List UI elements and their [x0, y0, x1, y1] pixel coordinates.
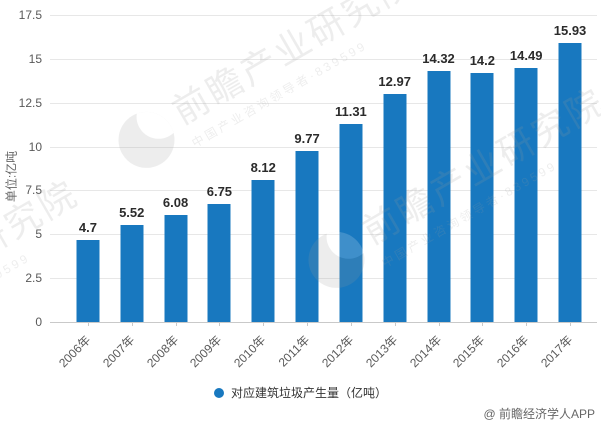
bar [295, 150, 319, 322]
bar [558, 42, 582, 322]
bar-value-label: 14.49 [509, 47, 543, 63]
x-tick-label: 2017年 [538, 332, 576, 371]
x-tick-label: 2010年 [231, 332, 269, 371]
y-tick-label: 15 [28, 51, 42, 66]
bar [514, 67, 538, 322]
x-axis-tickmark [394, 322, 396, 326]
legend-marker-circle-icon [213, 387, 224, 398]
x-axis-tickmark [131, 322, 133, 326]
y-tick-label: 12.5 [18, 95, 42, 110]
bar-value-label: 6.75 [206, 183, 233, 199]
gridline [50, 278, 597, 280]
x-axis-line [50, 322, 597, 323]
bar [339, 123, 363, 322]
x-tick-label: 2011年 [275, 332, 313, 370]
y-tick-label: 17.5 [18, 8, 42, 22]
x-tick-label: 2006年 [55, 332, 94, 371]
bar [470, 72, 494, 322]
x-tick-label: 2008年 [143, 332, 181, 371]
x-axis-tickmark [175, 322, 177, 326]
x-axis-tickmark [350, 322, 352, 326]
category-slot: 6.75 2009年 [187, 15, 241, 371]
gridline [50, 146, 597, 148]
x-axis-tickmark [570, 322, 572, 326]
bar [76, 239, 100, 322]
bar-value-label: 15.93 [553, 22, 587, 38]
x-tick-label: 2013年 [362, 332, 401, 371]
bar-value-label: 6.08 [162, 195, 189, 211]
x-axis-tickmark [263, 322, 265, 326]
gridline [50, 58, 597, 60]
gridline [50, 190, 597, 192]
x-tick-label: 2009年 [187, 332, 225, 371]
category-slot: 14.32 2014年 [407, 15, 461, 370]
category-slot: 11.31 2012年 [319, 15, 373, 371]
bar [207, 203, 231, 322]
x-axis-tickmark [87, 322, 89, 326]
bar-value-label: 12.97 [378, 74, 411, 90]
bar [383, 94, 407, 322]
y-axis-labels: 17.5 15 12.5 10 7.5 5 2.5 0 [0, 8, 44, 329]
x-tick-label: 2012年 [318, 332, 357, 371]
x-axis-tickmark [482, 322, 484, 326]
bar-value-label: 14.32 [422, 50, 455, 66]
y-tick-label: 5 [35, 227, 42, 242]
bar [427, 70, 451, 322]
category-slot: 14.2 2015年 [450, 15, 504, 370]
category-slot: 4.7 2006年 [56, 15, 110, 370]
category-slot: 12.97 2013年 [363, 15, 417, 370]
x-axis-tickmark [307, 322, 309, 326]
legend: 对应建筑垃圾产生量（亿吨） [0, 384, 601, 401]
x-tick-label: 2014年 [406, 332, 444, 371]
category-slot: 5.52 2007年 [100, 15, 154, 370]
x-axis-tickmark [438, 322, 440, 326]
bar [251, 179, 275, 322]
source-attribution: @ 前瞻经济学人APP [483, 407, 595, 421]
category-slot: 6.08 2008年 [144, 15, 198, 370]
bar-value-label: 8.12 [250, 159, 276, 175]
category-slot: 8.12 2010年 [231, 15, 285, 371]
bar-value-label: 14.2 [469, 52, 496, 68]
y-tick-label: 2.5 [25, 271, 42, 286]
y-tick-label: 0 [35, 315, 42, 329]
gridline [50, 102, 597, 104]
legend-series-label: 对应建筑垃圾产生量（亿吨） [230, 386, 387, 400]
gridline [50, 234, 597, 236]
x-tick-label: 2007年 [99, 332, 138, 371]
gridline [50, 15, 597, 16]
bar-value-label: 11.31 [334, 103, 367, 119]
bar [120, 225, 144, 322]
x-axis-tickmark [219, 322, 221, 326]
x-tick-label: 2015年 [450, 332, 488, 371]
x-tick-label: 2016年 [494, 332, 532, 371]
category-slot: 14.49 2016年 [494, 15, 548, 370]
bar-value-label: 9.77 [294, 130, 320, 146]
category-slot: 15.93 2017年 [538, 15, 592, 371]
bar [164, 215, 188, 322]
x-axis-tickmark [526, 322, 528, 326]
bars-container: 4.7 2006年 5.52 2007年 6.08 2008年 6.75 2009年 8.12 2… [56, 15, 592, 371]
plot-area: 4.7 2006年 5.52 2007年 6.08 2008年 6.75 2009年 8.12 2… [50, 15, 597, 371]
bar-value-label: 5.52 [119, 205, 145, 221]
y-tick-label: 7.5 [25, 183, 42, 198]
y-tick-label: 10 [28, 139, 42, 154]
category-slot: 9.77 2011年 [276, 15, 329, 370]
bar-value-label: 4.7 [78, 219, 97, 235]
